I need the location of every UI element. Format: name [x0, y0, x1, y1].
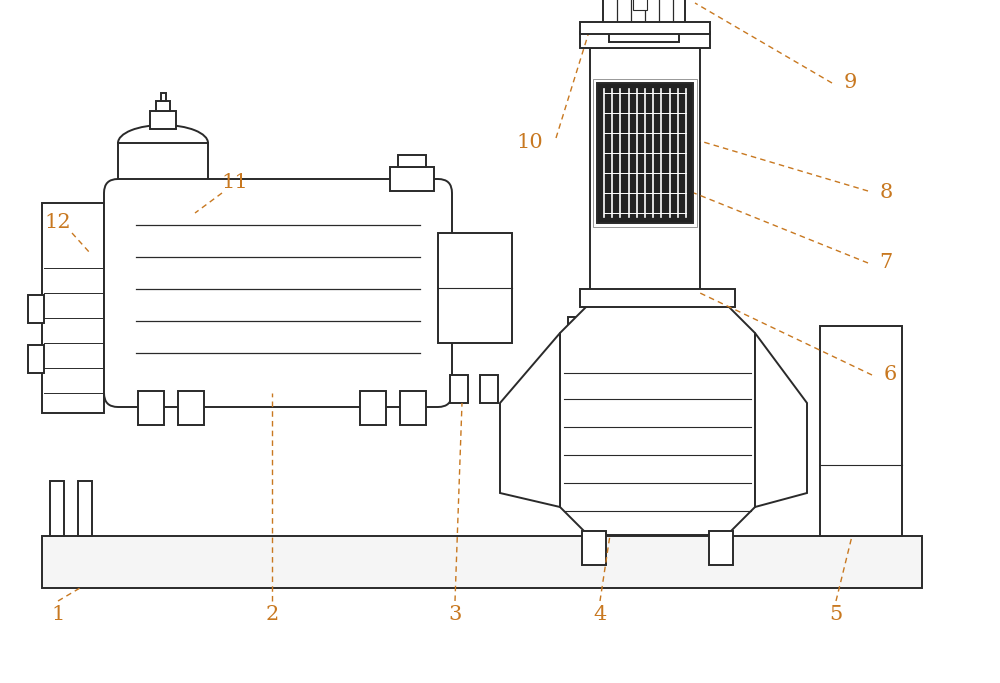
Bar — [360, 391, 386, 425]
Bar — [178, 391, 204, 425]
Text: 9: 9 — [843, 74, 857, 92]
Bar — [398, 155, 426, 167]
Text: 10: 10 — [517, 133, 543, 152]
Bar — [438, 233, 512, 343]
Bar — [390, 167, 434, 191]
Bar — [593, 79, 697, 227]
Text: 7: 7 — [879, 253, 893, 273]
Bar — [138, 391, 164, 425]
Polygon shape — [500, 333, 560, 507]
Bar — [28, 295, 44, 323]
Text: 11: 11 — [222, 173, 248, 193]
Bar — [568, 317, 722, 335]
Polygon shape — [560, 305, 755, 535]
Bar — [582, 531, 606, 565]
Text: 6: 6 — [883, 365, 897, 385]
Bar — [709, 531, 733, 565]
Bar — [50, 481, 64, 536]
FancyBboxPatch shape — [104, 179, 452, 407]
Bar — [118, 143, 208, 253]
Bar — [633, 0, 647, 10]
Text: 1: 1 — [51, 606, 65, 624]
Bar — [28, 345, 44, 373]
Polygon shape — [755, 333, 807, 507]
Bar — [820, 326, 902, 536]
Bar — [603, 0, 685, 32]
Bar — [42, 203, 104, 413]
Bar — [150, 111, 176, 129]
Text: 5: 5 — [829, 606, 843, 624]
Bar — [609, 28, 679, 42]
Bar — [42, 536, 922, 588]
Bar — [400, 391, 426, 425]
Bar — [580, 32, 710, 48]
Bar — [590, 48, 700, 328]
Text: 3: 3 — [448, 606, 462, 624]
Bar — [450, 375, 468, 403]
Bar — [480, 375, 498, 403]
Bar — [580, 22, 710, 34]
Bar — [580, 289, 735, 307]
Bar — [568, 333, 722, 349]
Bar — [161, 93, 166, 101]
Text: 8: 8 — [879, 184, 893, 202]
Bar — [597, 83, 693, 223]
Text: 2: 2 — [265, 606, 279, 624]
Text: 4: 4 — [593, 606, 607, 624]
Bar — [78, 481, 92, 536]
Bar — [156, 101, 170, 111]
Text: 12: 12 — [45, 214, 71, 232]
